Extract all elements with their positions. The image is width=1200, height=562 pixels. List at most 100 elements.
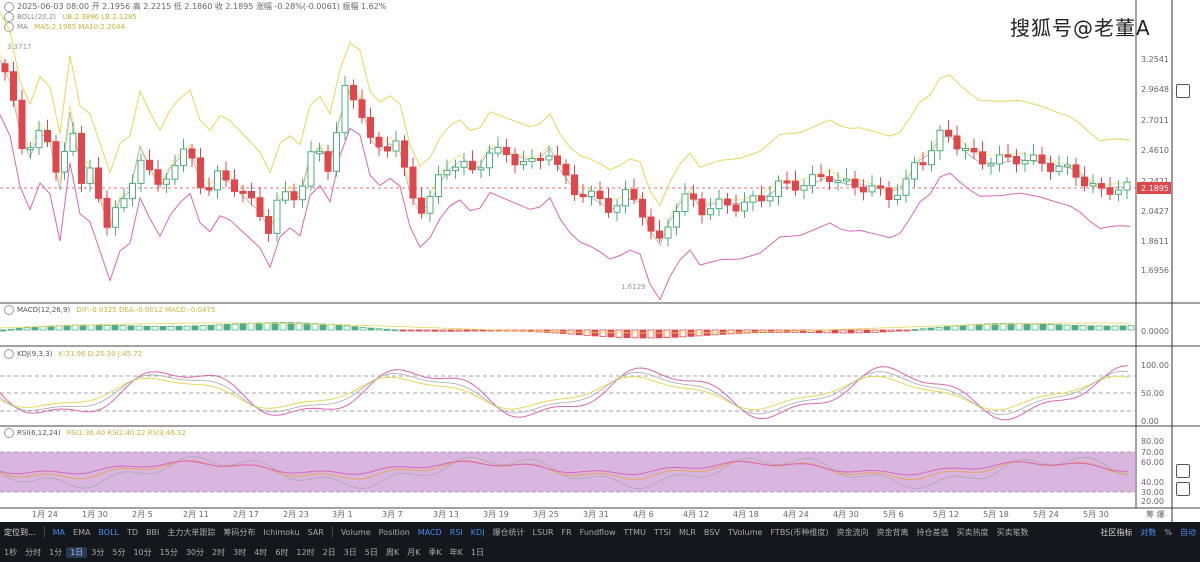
settings-icon[interactable] [1176, 84, 1190, 98]
sub-indicator-trade-count[interactable]: 买卖笔数 [996, 527, 1029, 537]
rsi-tick: 70.00 [1141, 448, 1164, 457]
main-indicator-boll[interactable]: BOLL [98, 527, 120, 537]
macd-bar [959, 324, 967, 331]
sub-indicator-trade-heat[interactable]: 买卖热度 [956, 527, 989, 537]
kdj-d-line [0, 375, 1129, 411]
period-1d-selected[interactable]: 1日 [66, 546, 88, 558]
period-15m[interactable]: 15分 [159, 547, 178, 557]
macd-bar [319, 323, 327, 331]
sub-indicator-rsi[interactable]: RSI [449, 527, 463, 537]
macd-bar [927, 327, 935, 331]
candle-body [996, 154, 1003, 165]
rsi-tick: 80.00 [1141, 437, 1164, 446]
rsi-legend[interactable]: RSI(6,12,24) RSI1:36.40 RSI2:40.22 RSI3:… [4, 428, 186, 438]
bell-icon[interactable] [4, 428, 14, 438]
candle-body [826, 176, 833, 182]
percent-button[interactable]: % [1164, 527, 1172, 537]
sub-indicator-lsur[interactable]: LSUR [532, 527, 554, 537]
sub-indicator-ttsi[interactable]: TTSI [653, 527, 671, 537]
boll-legend[interactable]: BOLL(20,2) UB:2.3896 LB:2.1285 [4, 12, 137, 22]
period-10m[interactable]: 10分 [133, 547, 152, 557]
candle-body [239, 190, 247, 194]
main-indicator-sar[interactable]: SAR [307, 527, 324, 537]
main-indicator-ema[interactable]: EMA [73, 527, 91, 537]
period-5m[interactable]: 5分 [112, 547, 126, 557]
candle-body [537, 157, 544, 161]
locate-button[interactable]: 定位到... [4, 527, 36, 537]
sub-indicator-liquidation[interactable]: 爆仓统计 [492, 527, 525, 537]
macd-bar [295, 322, 303, 331]
eye-icon[interactable] [4, 22, 14, 32]
main-indicator-ma[interactable]: MA [52, 527, 66, 537]
sub-indicator-fr[interactable]: FR [561, 527, 572, 537]
period-2d[interactable]: 2日 [322, 547, 336, 557]
eye-icon[interactable] [4, 12, 14, 22]
kdj-legend[interactable]: KDJ(9,3,3) K:31.96 D:25.30 J:45.72 [4, 349, 142, 359]
macd-bar [631, 329, 639, 339]
period-quarter[interactable]: 季K [428, 547, 442, 557]
sub-indicator-capital-divergence[interactable]: 资金背离 [876, 527, 909, 537]
rsi3-line [0, 460, 1128, 476]
boll-lower-line [0, 114, 1131, 301]
period-1m[interactable]: 1分 [49, 547, 63, 557]
sub-indicator-position[interactable]: Position [378, 527, 410, 537]
sub-indicator-bsv[interactable]: BSV [703, 527, 720, 537]
candle-body [690, 193, 697, 200]
period-12h[interactable]: 12时 [296, 547, 315, 557]
period-month[interactable]: 月K [407, 547, 421, 557]
bell-icon[interactable] [4, 305, 14, 315]
period-30m[interactable]: 30分 [185, 547, 205, 557]
period-3h[interactable]: 3时 [233, 547, 247, 557]
sub-indicator-macd[interactable]: MACD [417, 527, 442, 537]
candle-body [528, 157, 536, 162]
main-indicator-td[interactable]: TD [127, 527, 139, 537]
period-1s[interactable]: 1秒 [4, 547, 18, 557]
period-year[interactable]: 年K [449, 547, 463, 557]
log-scale-button[interactable]: 对数 [1140, 527, 1157, 537]
period-18d[interactable]: 1日 [470, 547, 484, 557]
candle-body [27, 147, 34, 151]
candle-body [1, 63, 9, 73]
sub-indicator-tvolume[interactable]: TVolume [727, 527, 763, 537]
main-indicator-ichimoku[interactable]: Ichimoku [263, 527, 300, 537]
main-indicator-bbi[interactable]: BBI [146, 527, 160, 537]
macd-legend[interactable]: MACD(12,26,9) DIF:-0.0325 DEA:-0.0012 MA… [4, 305, 215, 315]
candle-body [333, 132, 340, 172]
price-tick: 2.0427 [1141, 207, 1169, 216]
sub-indicator-ttmu[interactable]: TTMU [623, 527, 646, 537]
period-6h[interactable]: 6时 [275, 547, 289, 557]
sub-indicator-capital-flow[interactable]: 资金流向 [836, 527, 869, 537]
sub-indicator-mlr[interactable]: MLR [679, 527, 696, 537]
macd-bar [895, 329, 903, 332]
main-indicator-chips[interactable]: 筹码分布 [223, 527, 256, 537]
sub-indicator-ftbs[interactable]: FTBS(币种维度) [770, 527, 829, 537]
candle-body [1021, 159, 1029, 165]
period-3d[interactable]: 3日 [343, 547, 357, 557]
macd-bar [607, 329, 615, 338]
period-3m[interactable]: 3分 [91, 547, 105, 557]
layout-icon[interactable] [1176, 464, 1190, 478]
ma-legend[interactable]: MA MA5:2.1985 MA10:2.2044 [4, 22, 125, 32]
period-week[interactable]: 周K [385, 547, 400, 557]
auto-button[interactable]: 自动 [1180, 527, 1196, 537]
period-2h[interactable]: 2时 [212, 547, 226, 557]
period-timeshare[interactable]: 分时 [25, 547, 42, 557]
macd-bar [463, 329, 471, 332]
fullscreen-icon[interactable] [1176, 482, 1190, 496]
chart-canvas[interactable]: 3.2541 2.9648 2.7011 2.4610 2.2421 2.042… [0, 0, 1200, 522]
bell-icon[interactable] [4, 349, 14, 359]
macd-bar [311, 323, 319, 331]
candle-body [10, 71, 17, 101]
community-indicators-button[interactable]: 社区指标 [1100, 527, 1133, 537]
macd-bar [223, 324, 231, 331]
candle-body [171, 164, 179, 180]
period-5d[interactable]: 5日 [364, 547, 378, 557]
main-indicator-bigorder[interactable]: 主力大单跟踪 [167, 527, 216, 537]
sub-indicator-kdj[interactable]: KDJ [470, 527, 485, 537]
macd-bar [655, 329, 663, 339]
sub-indicator-position-diff[interactable]: 持仓差值 [916, 527, 949, 537]
period-4h[interactable]: 4时 [254, 547, 268, 557]
candle-body [137, 159, 145, 184]
sub-indicator-fundflow[interactable]: Fundflow [579, 527, 616, 537]
sub-indicator-volume[interactable]: Volume [340, 527, 371, 537]
